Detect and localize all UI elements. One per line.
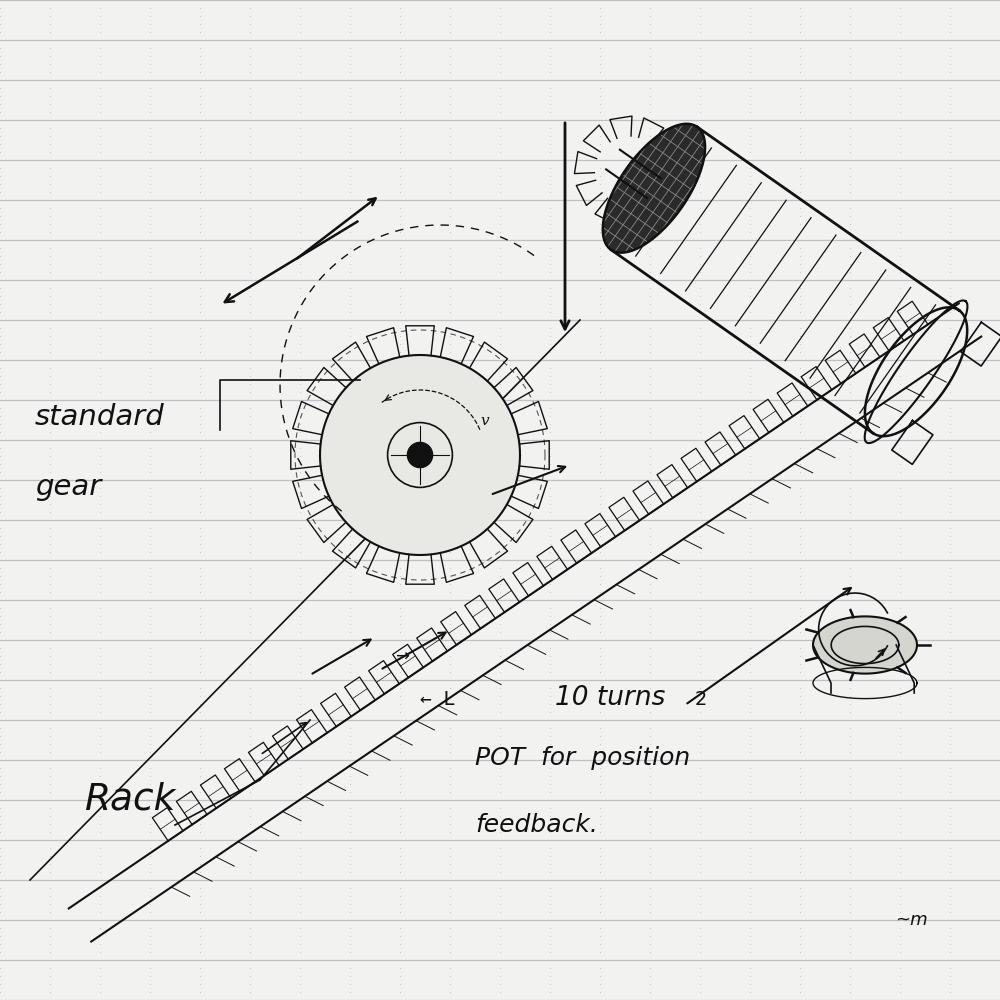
Text: →: → — [395, 648, 409, 666]
Circle shape — [388, 423, 452, 487]
Text: Rack: Rack — [85, 782, 176, 818]
Text: ← L: ← L — [420, 690, 455, 709]
Text: gear: gear — [35, 473, 101, 501]
Text: standard: standard — [35, 403, 165, 431]
Polygon shape — [813, 616, 917, 674]
Text: v: v — [480, 414, 489, 428]
Text: POT  for  position: POT for position — [475, 746, 690, 770]
Polygon shape — [603, 124, 705, 253]
Text: ~m: ~m — [895, 911, 928, 929]
Text: 2: 2 — [695, 690, 707, 709]
Text: 10 turns: 10 turns — [555, 685, 665, 711]
Circle shape — [407, 442, 433, 468]
Text: feedback.: feedback. — [475, 813, 598, 837]
Polygon shape — [320, 355, 520, 555]
